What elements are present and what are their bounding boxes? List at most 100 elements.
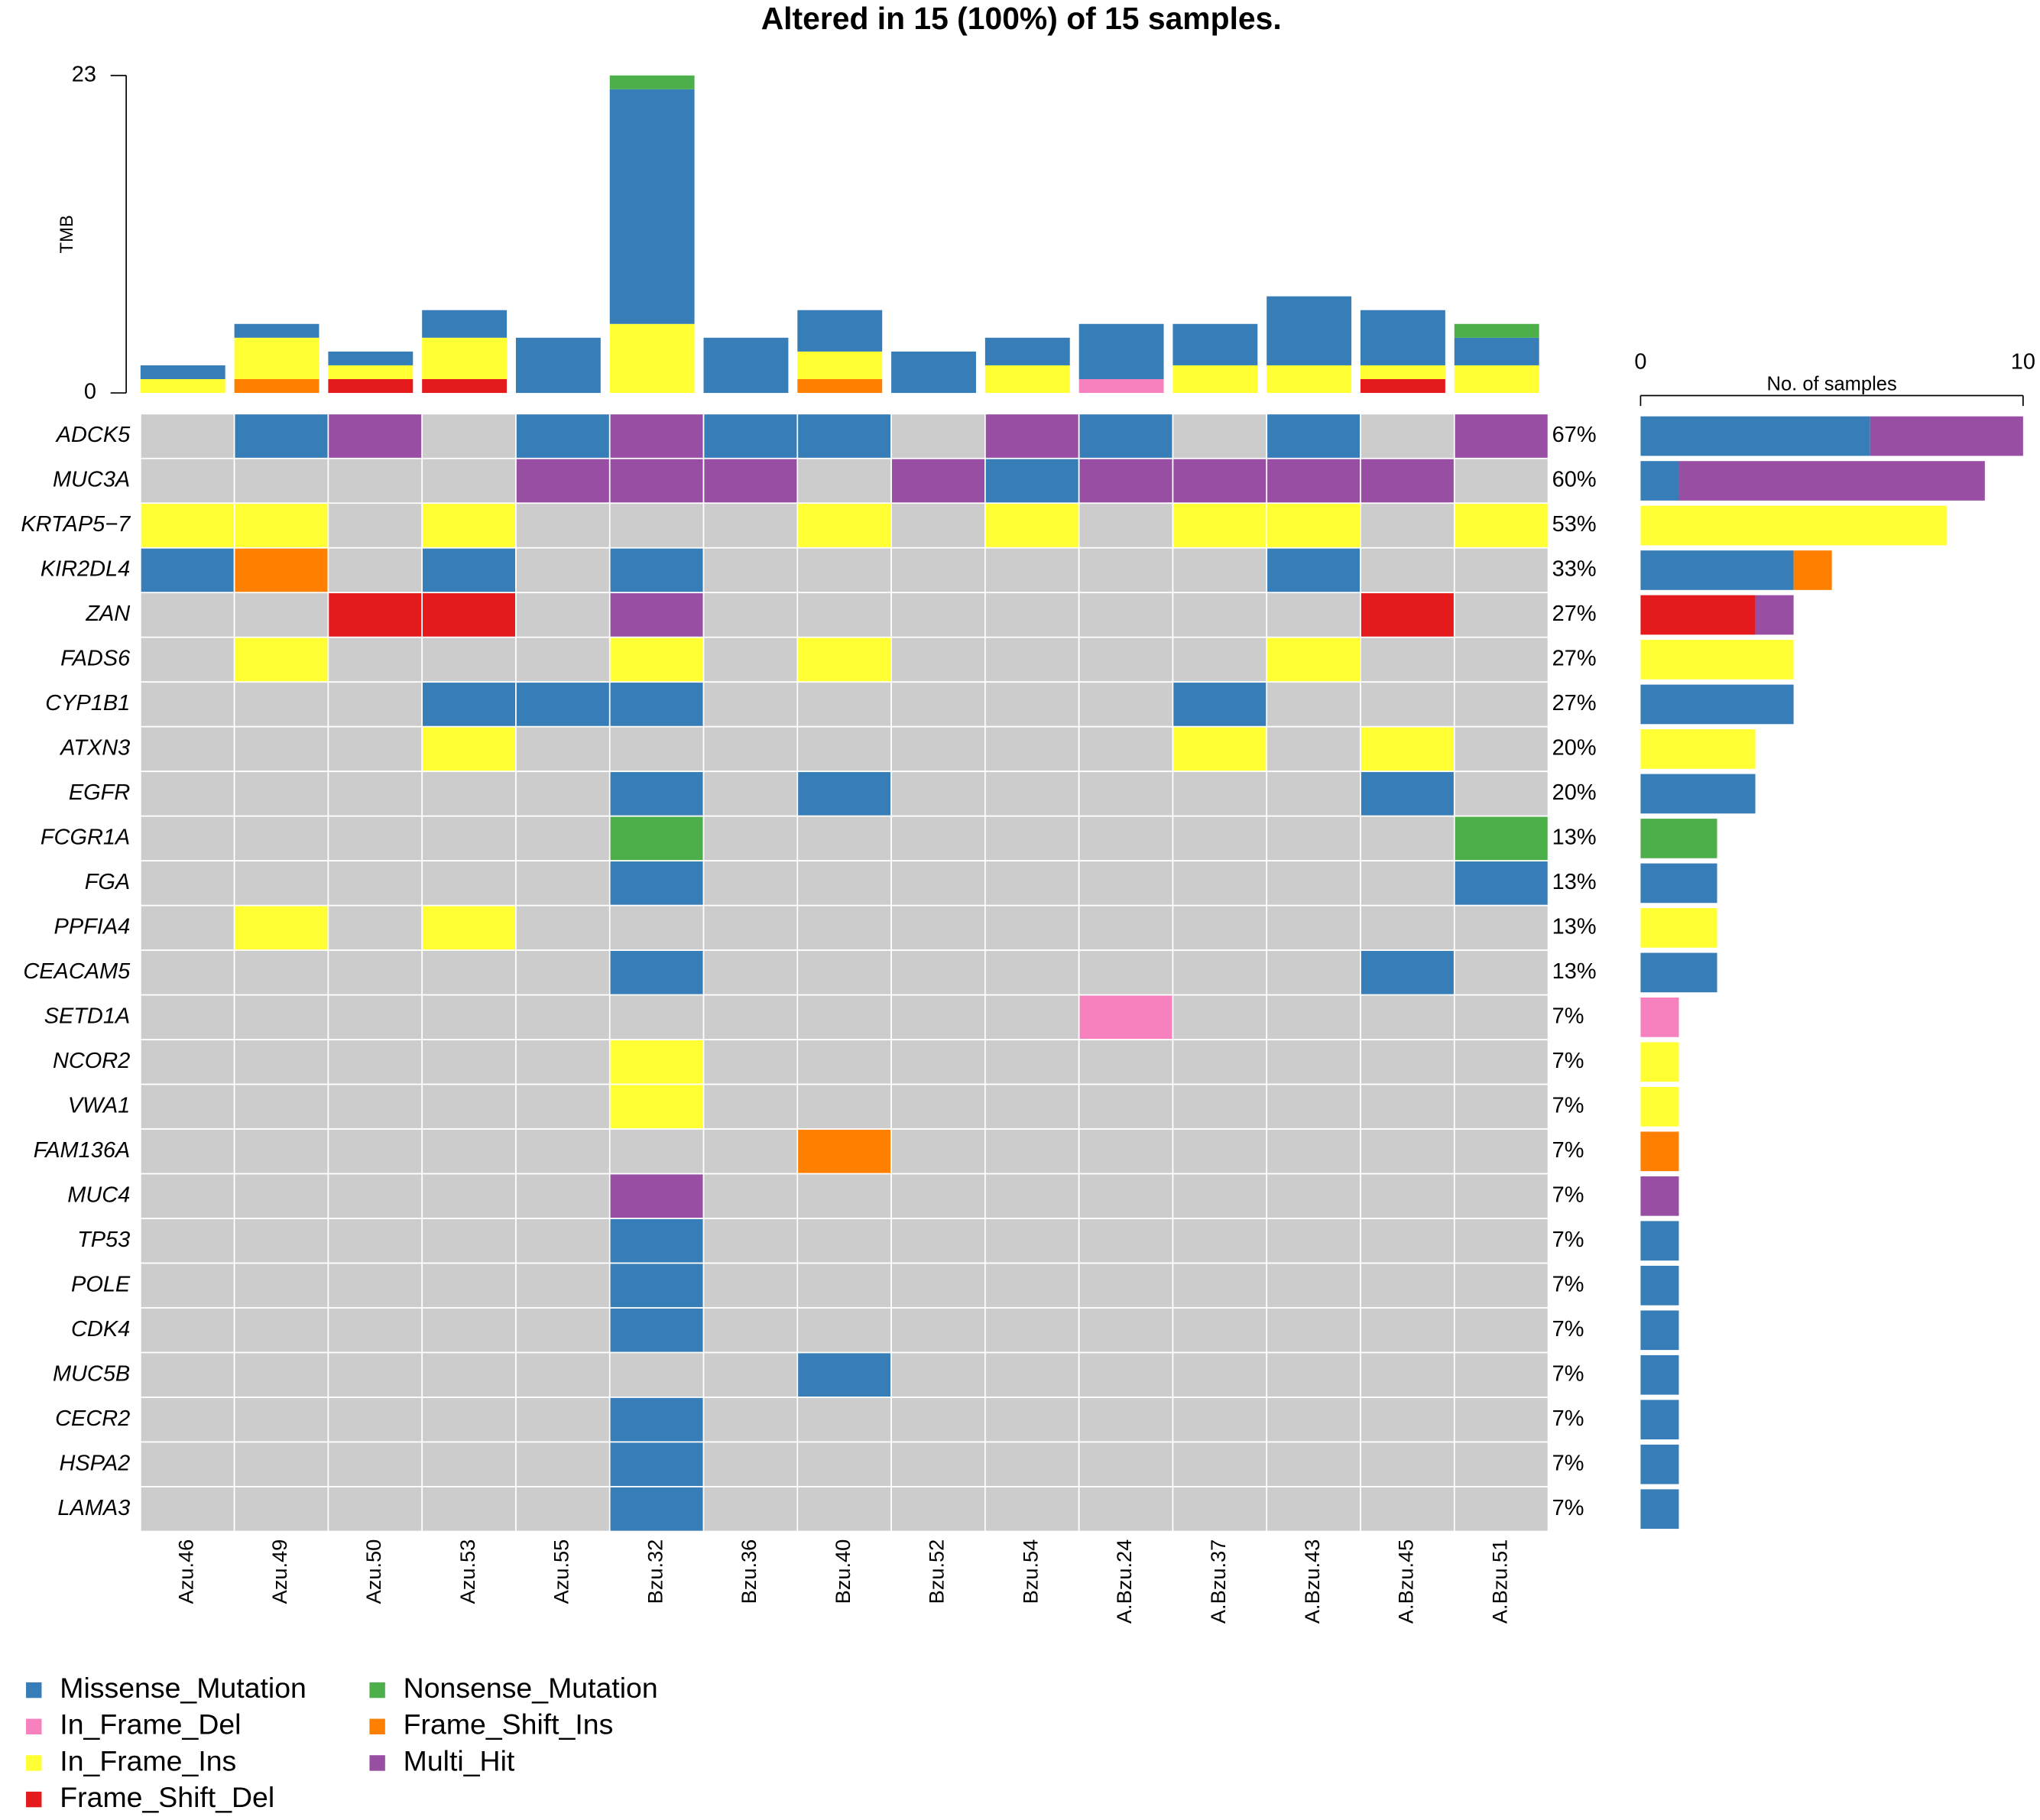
cell xyxy=(984,1173,1080,1219)
cell xyxy=(702,860,799,907)
cell xyxy=(1078,1128,1174,1175)
tmb-bar xyxy=(1266,296,1352,365)
sample-count-bar xyxy=(1640,1444,1679,1484)
cell xyxy=(233,502,329,549)
cell xyxy=(233,1173,329,1219)
cell xyxy=(984,1262,1080,1309)
sample-label: A.Bzu.51 xyxy=(1487,1539,1511,1624)
cell xyxy=(1360,547,1455,594)
cell xyxy=(1453,547,1549,594)
cell xyxy=(515,725,611,773)
cell xyxy=(1266,1083,1361,1130)
cell xyxy=(1360,1083,1455,1130)
cell xyxy=(1266,1486,1361,1533)
cell xyxy=(421,1262,517,1309)
tmb-bar xyxy=(1172,323,1258,365)
cell xyxy=(796,1173,892,1219)
sample-label: A.Bzu.24 xyxy=(1112,1539,1136,1624)
cell xyxy=(421,770,517,817)
cell xyxy=(1078,949,1174,996)
cell xyxy=(984,904,1080,951)
tmb-bar xyxy=(1454,337,1539,365)
cell xyxy=(327,1307,423,1354)
cell xyxy=(984,1397,1080,1443)
cell xyxy=(515,592,611,638)
legend-label: Multi_Hit xyxy=(404,1744,515,1776)
cell xyxy=(139,1486,235,1533)
cell xyxy=(1360,815,1455,862)
cell xyxy=(890,1486,986,1533)
cell xyxy=(327,1128,423,1175)
gene-label: CYP1B1 xyxy=(45,691,130,715)
gene-label: KRTAP5−7 xyxy=(21,512,131,537)
cell xyxy=(608,725,705,773)
sample-count-bar xyxy=(1640,550,1794,590)
tmb-bar xyxy=(609,323,695,394)
cell xyxy=(890,1128,986,1175)
frequency-label: 13% xyxy=(1552,826,1597,850)
cell xyxy=(796,457,892,504)
frequency-label: 7% xyxy=(1552,1361,1584,1386)
sample-count-bar xyxy=(1640,1086,1679,1127)
cell xyxy=(1453,592,1549,638)
cell xyxy=(796,681,892,728)
cell xyxy=(796,725,892,773)
cell xyxy=(327,1486,423,1533)
cell xyxy=(1078,592,1174,638)
cell xyxy=(233,949,329,996)
cell xyxy=(796,413,892,459)
cell xyxy=(1078,815,1174,862)
cell xyxy=(890,1351,986,1398)
cell xyxy=(984,860,1080,907)
cell xyxy=(515,1039,611,1085)
tmb-bar xyxy=(1078,379,1164,394)
legend-swatch xyxy=(26,1755,42,1771)
cell xyxy=(1078,1083,1174,1130)
cell xyxy=(1266,1173,1361,1219)
tmb-bar xyxy=(1454,365,1539,394)
tmb-bar xyxy=(703,337,789,394)
cell xyxy=(139,1262,235,1309)
cell xyxy=(1172,1262,1268,1309)
gene-label: MUC3A xyxy=(53,468,130,492)
cell xyxy=(1453,681,1549,728)
cell xyxy=(1172,1083,1268,1130)
cell xyxy=(608,1173,705,1219)
sample-count-bar xyxy=(1640,1400,1679,1440)
cell xyxy=(608,1262,705,1309)
cell xyxy=(139,1218,235,1264)
cell xyxy=(515,1351,611,1398)
cell xyxy=(702,770,799,817)
cell xyxy=(233,592,329,638)
cell xyxy=(421,457,517,504)
cell xyxy=(1266,457,1361,504)
tmb-bar xyxy=(609,75,695,89)
cell xyxy=(1078,1173,1174,1219)
sample-label: A.Bzu.45 xyxy=(1394,1539,1418,1624)
cell xyxy=(139,1128,235,1175)
cell xyxy=(1078,770,1174,817)
cell xyxy=(796,1441,892,1487)
cell xyxy=(1078,860,1174,907)
legend-label: Frame_Shift_Del xyxy=(60,1781,274,1813)
cell xyxy=(327,860,423,907)
cell xyxy=(1453,1441,1549,1487)
cell xyxy=(1078,1486,1174,1533)
tmb-bar xyxy=(234,337,319,380)
frequency-label: 7% xyxy=(1552,1406,1584,1431)
y-tick-label: 23 xyxy=(72,62,96,86)
tmb-bar xyxy=(797,379,883,394)
frequency-label: 7% xyxy=(1552,1228,1584,1252)
cell xyxy=(1453,1083,1549,1130)
tmb-bar xyxy=(422,337,508,380)
cell xyxy=(233,457,329,504)
cell xyxy=(1266,1307,1361,1354)
tmb-bar xyxy=(234,323,319,338)
cell xyxy=(1078,1039,1174,1085)
cell xyxy=(1453,815,1549,862)
cell xyxy=(1172,413,1268,459)
cell xyxy=(1172,949,1268,996)
cell xyxy=(608,770,705,817)
cell xyxy=(421,725,517,773)
cell xyxy=(1360,949,1455,996)
